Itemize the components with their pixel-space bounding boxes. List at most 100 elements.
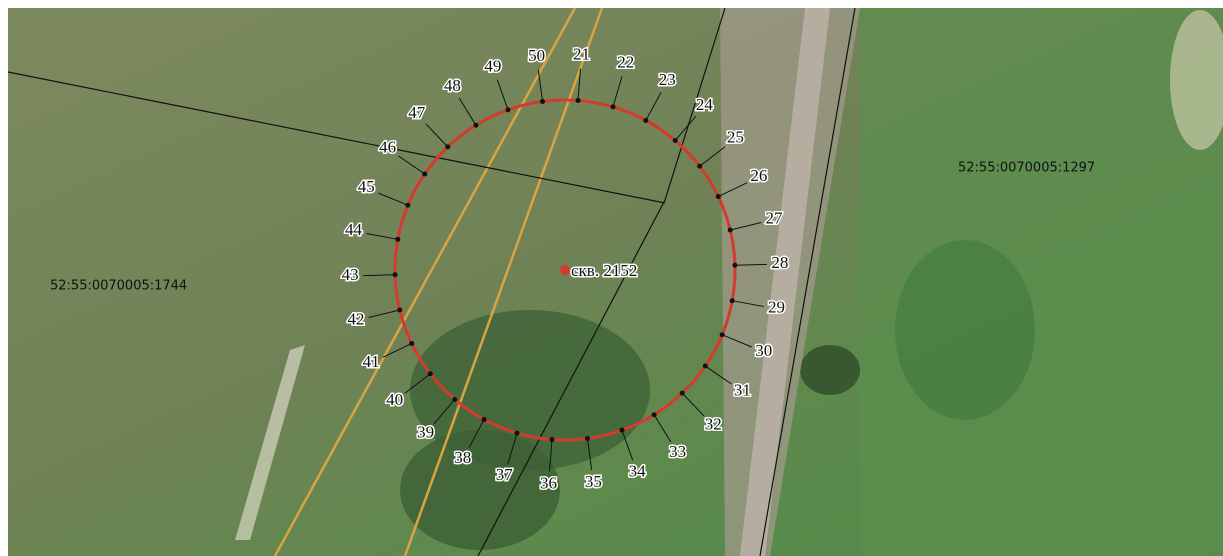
boundary-point <box>427 371 433 377</box>
leader-line <box>468 419 485 448</box>
parcel-boundary <box>7 71 666 204</box>
leader-line <box>721 334 752 348</box>
boundary-point <box>405 202 411 208</box>
parcel-label: 52:55:0070005:1297 <box>958 161 1095 176</box>
boundary-point <box>651 412 657 418</box>
track <box>235 345 305 540</box>
point-label: 46 <box>379 137 396 156</box>
boundary-point <box>715 194 721 200</box>
leader-line <box>586 438 593 471</box>
tree <box>800 345 860 395</box>
point-label: 43 <box>342 265 359 284</box>
boundary-point <box>473 122 479 128</box>
leader-line <box>674 115 697 141</box>
point-label: 38 <box>454 448 471 467</box>
boundary-point <box>422 171 428 177</box>
well-label: скв. 2152 <box>571 261 637 280</box>
leader-line <box>718 182 748 197</box>
boundary-point <box>397 307 403 313</box>
pipeline <box>273 7 577 556</box>
boundary-point <box>505 107 511 113</box>
point-label: 45 <box>358 177 375 196</box>
boundary-point <box>409 340 415 346</box>
boundary-point <box>729 298 735 304</box>
boundary-point <box>481 417 487 423</box>
leader-line <box>458 97 477 126</box>
boundary-point <box>727 227 733 233</box>
point-label: 22 <box>617 53 634 72</box>
point-label: 26 <box>750 166 767 185</box>
boundary-point <box>452 396 458 402</box>
leader-line <box>645 92 662 121</box>
clearing <box>1170 10 1223 150</box>
point-label: 30 <box>755 341 772 360</box>
boundary-point <box>643 117 649 123</box>
road <box>740 8 830 556</box>
point-label: 27 <box>765 208 783 227</box>
point-label: 29 <box>768 298 785 317</box>
parcel-boundary <box>759 7 856 556</box>
point-label: 47 <box>408 103 426 122</box>
leader-line <box>549 439 553 472</box>
point-label: 34 <box>629 461 647 480</box>
point-label: 40 <box>386 390 403 409</box>
point-label: 39 <box>417 423 434 442</box>
leader-line <box>507 432 518 464</box>
parcel-label: 52:55:0070005:1744 <box>50 279 187 294</box>
leader-line <box>382 343 412 358</box>
leader-line <box>732 300 764 307</box>
boundary-point <box>514 430 520 436</box>
point-label: 23 <box>659 70 676 89</box>
trees <box>895 240 1035 420</box>
leader-line <box>681 392 705 417</box>
point-label: 41 <box>363 352 380 371</box>
point-label: 25 <box>727 128 744 147</box>
boundary-point <box>719 332 725 338</box>
point-label: 44 <box>345 220 363 239</box>
leader-line <box>363 274 396 277</box>
boundary-point <box>549 436 555 442</box>
point-label: 28 <box>771 253 788 272</box>
leader-line <box>621 429 634 461</box>
point-label: 31 <box>734 380 751 399</box>
boundary-point <box>702 363 708 369</box>
point-label: 49 <box>484 56 501 75</box>
point-label: 50 <box>528 46 545 65</box>
trees <box>400 430 560 550</box>
boundary-point <box>540 98 546 104</box>
leader-line <box>404 373 431 394</box>
point-label: 33 <box>669 442 686 461</box>
leader-line <box>537 69 544 102</box>
leader-line <box>496 79 509 111</box>
boundary-point <box>619 427 625 433</box>
boundary-point <box>732 262 738 268</box>
boundary-point <box>679 390 685 396</box>
point-label: 42 <box>348 309 365 328</box>
point-label: 36 <box>540 473 557 492</box>
leader-line <box>433 399 456 425</box>
point-label: 48 <box>444 76 461 95</box>
leader-line <box>699 146 726 167</box>
leader-line <box>612 76 623 108</box>
boundary-point <box>445 144 451 150</box>
leader-line <box>704 365 732 385</box>
leader-line <box>653 414 672 443</box>
boundary-point <box>575 98 581 104</box>
point-label: 24 <box>696 95 714 114</box>
boundary-point <box>395 236 401 242</box>
leader-line <box>425 123 449 148</box>
point-label: 37 <box>496 465 514 484</box>
protection-zone <box>393 98 737 442</box>
boundary-point <box>392 272 398 278</box>
leader-line <box>730 222 762 231</box>
boundary-point <box>584 436 590 442</box>
leader-line <box>366 233 398 240</box>
boundary-point <box>672 138 678 144</box>
point-label: 35 <box>585 472 602 491</box>
well-marker <box>560 265 570 275</box>
leader-line <box>368 309 400 318</box>
leader-line <box>398 155 426 175</box>
leader-line <box>378 192 409 206</box>
point-label: 32 <box>705 415 722 434</box>
